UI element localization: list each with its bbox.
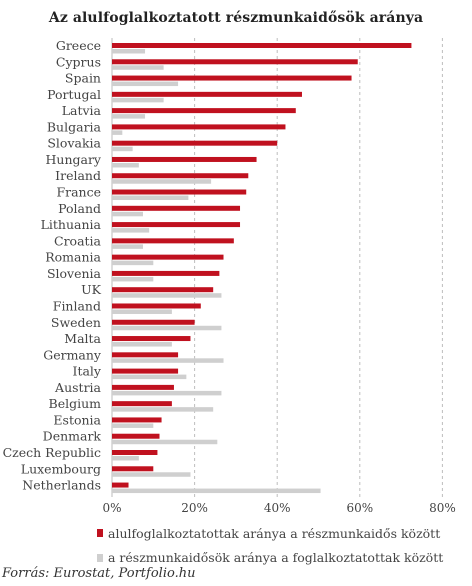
bar-underemployed bbox=[112, 287, 214, 293]
category-label: Ireland bbox=[55, 168, 101, 183]
legend-label-underemployed: alulfoglalkoztatottak aránya a részmunka… bbox=[108, 526, 441, 541]
category-label: Portugal bbox=[47, 87, 101, 102]
bar-parttime bbox=[112, 49, 146, 54]
x-tick-label: 60% bbox=[346, 501, 373, 515]
bar-parttime bbox=[112, 325, 222, 331]
category-label: Slovenia bbox=[47, 266, 102, 281]
category-label: Cyprus bbox=[56, 54, 101, 69]
category-label: Greece bbox=[56, 38, 101, 53]
bar-underemployed bbox=[112, 482, 129, 488]
category-label: Malta bbox=[64, 331, 101, 346]
bar-parttime bbox=[112, 146, 133, 152]
category-label: Latvia bbox=[62, 103, 102, 118]
x-tick-label: 0% bbox=[102, 501, 121, 515]
bar-underemployed bbox=[112, 270, 220, 276]
category-label: Estonia bbox=[53, 412, 101, 427]
bar-parttime bbox=[112, 81, 179, 87]
category-label: UK bbox=[81, 282, 102, 297]
bar-parttime bbox=[112, 423, 154, 428]
bar-parttime bbox=[112, 162, 139, 168]
bar-underemployed bbox=[112, 43, 412, 48]
bar-underemployed bbox=[112, 205, 241, 211]
bar-parttime bbox=[112, 195, 189, 201]
bar-parttime bbox=[112, 456, 139, 461]
category-label: Czech Republic bbox=[3, 445, 101, 460]
category-label: France bbox=[56, 185, 101, 200]
bar-underemployed bbox=[112, 417, 162, 423]
category-label: Austria bbox=[54, 380, 101, 395]
bar-parttime bbox=[112, 390, 222, 396]
bar-parttime bbox=[112, 276, 154, 282]
bar-parttime bbox=[112, 130, 123, 135]
x-tick-label: 40% bbox=[264, 501, 291, 515]
bar-parttime bbox=[112, 260, 154, 266]
legend-label-parttime: a részmunkaidősök aránya a foglalkoztato… bbox=[108, 550, 444, 565]
bar-parttime bbox=[112, 358, 224, 363]
bar-underemployed bbox=[112, 59, 358, 65]
source-note: Forrás: Eurostat, Portfolio.hu bbox=[2, 566, 196, 581]
bar-underemployed bbox=[112, 303, 201, 309]
bar-underemployed bbox=[112, 466, 154, 472]
bar-underemployed bbox=[112, 91, 302, 97]
category-label: Lithuania bbox=[41, 217, 102, 232]
bar-underemployed bbox=[112, 156, 257, 162]
bar-underemployed bbox=[112, 173, 249, 179]
bar-underemployed bbox=[112, 75, 352, 81]
bar-parttime bbox=[112, 228, 150, 233]
bar-underemployed bbox=[112, 319, 195, 325]
x-tick-label: 20% bbox=[181, 501, 208, 515]
bar-underemployed bbox=[112, 384, 174, 390]
bar-underemployed bbox=[112, 238, 234, 244]
bar-parttime bbox=[112, 407, 214, 412]
bar-parttime bbox=[112, 309, 172, 314]
category-label: Hungary bbox=[46, 152, 102, 167]
bar-parttime bbox=[112, 293, 222, 298]
bar-parttime bbox=[112, 244, 143, 249]
category-label: Slovakia bbox=[47, 136, 101, 151]
x-tick-label: 80% bbox=[429, 501, 456, 515]
bar-parttime bbox=[112, 488, 321, 494]
bar-underemployed bbox=[112, 140, 278, 146]
category-label: Denmark bbox=[43, 429, 102, 444]
category-label: Luxembourg bbox=[21, 461, 101, 476]
bar-underemployed bbox=[112, 254, 224, 260]
category-label: Finland bbox=[53, 298, 101, 313]
bar-underemployed bbox=[112, 222, 241, 228]
bar-underemployed bbox=[112, 433, 160, 439]
category-label: Italy bbox=[73, 364, 102, 379]
bar-underemployed bbox=[112, 401, 172, 407]
category-label: Belgium bbox=[49, 396, 102, 411]
bar-underemployed bbox=[112, 450, 158, 455]
bar-parttime bbox=[112, 374, 187, 380]
legend-swatch-parttime bbox=[97, 554, 103, 562]
bar-underemployed bbox=[112, 352, 179, 358]
category-label: Germany bbox=[43, 347, 102, 362]
category-label: Sweden bbox=[51, 315, 101, 330]
bar-parttime bbox=[112, 211, 143, 217]
bar-underemployed bbox=[112, 336, 191, 342]
bar-parttime bbox=[112, 342, 172, 347]
legend-swatch-underemployed bbox=[97, 529, 103, 537]
category-label: Spain bbox=[65, 71, 101, 86]
bar-parttime bbox=[112, 114, 146, 119]
bar-underemployed bbox=[112, 108, 296, 114]
bar-underemployed bbox=[112, 368, 179, 374]
bar-parttime bbox=[112, 439, 218, 445]
category-label: Bulgaria bbox=[47, 119, 102, 134]
bar-parttime bbox=[112, 97, 164, 103]
bar-parttime bbox=[112, 65, 164, 70]
chart-title: Az alulfoglalkoztatott részmunkaidősök a… bbox=[48, 10, 424, 26]
bar-parttime bbox=[112, 179, 212, 184]
category-label: Romania bbox=[45, 250, 101, 265]
category-label: Netherlands bbox=[22, 478, 101, 493]
bar-underemployed bbox=[112, 124, 286, 130]
bar-parttime bbox=[112, 472, 191, 477]
bar-underemployed bbox=[112, 189, 247, 195]
category-label: Poland bbox=[58, 201, 101, 216]
category-label: Croatia bbox=[54, 233, 102, 248]
